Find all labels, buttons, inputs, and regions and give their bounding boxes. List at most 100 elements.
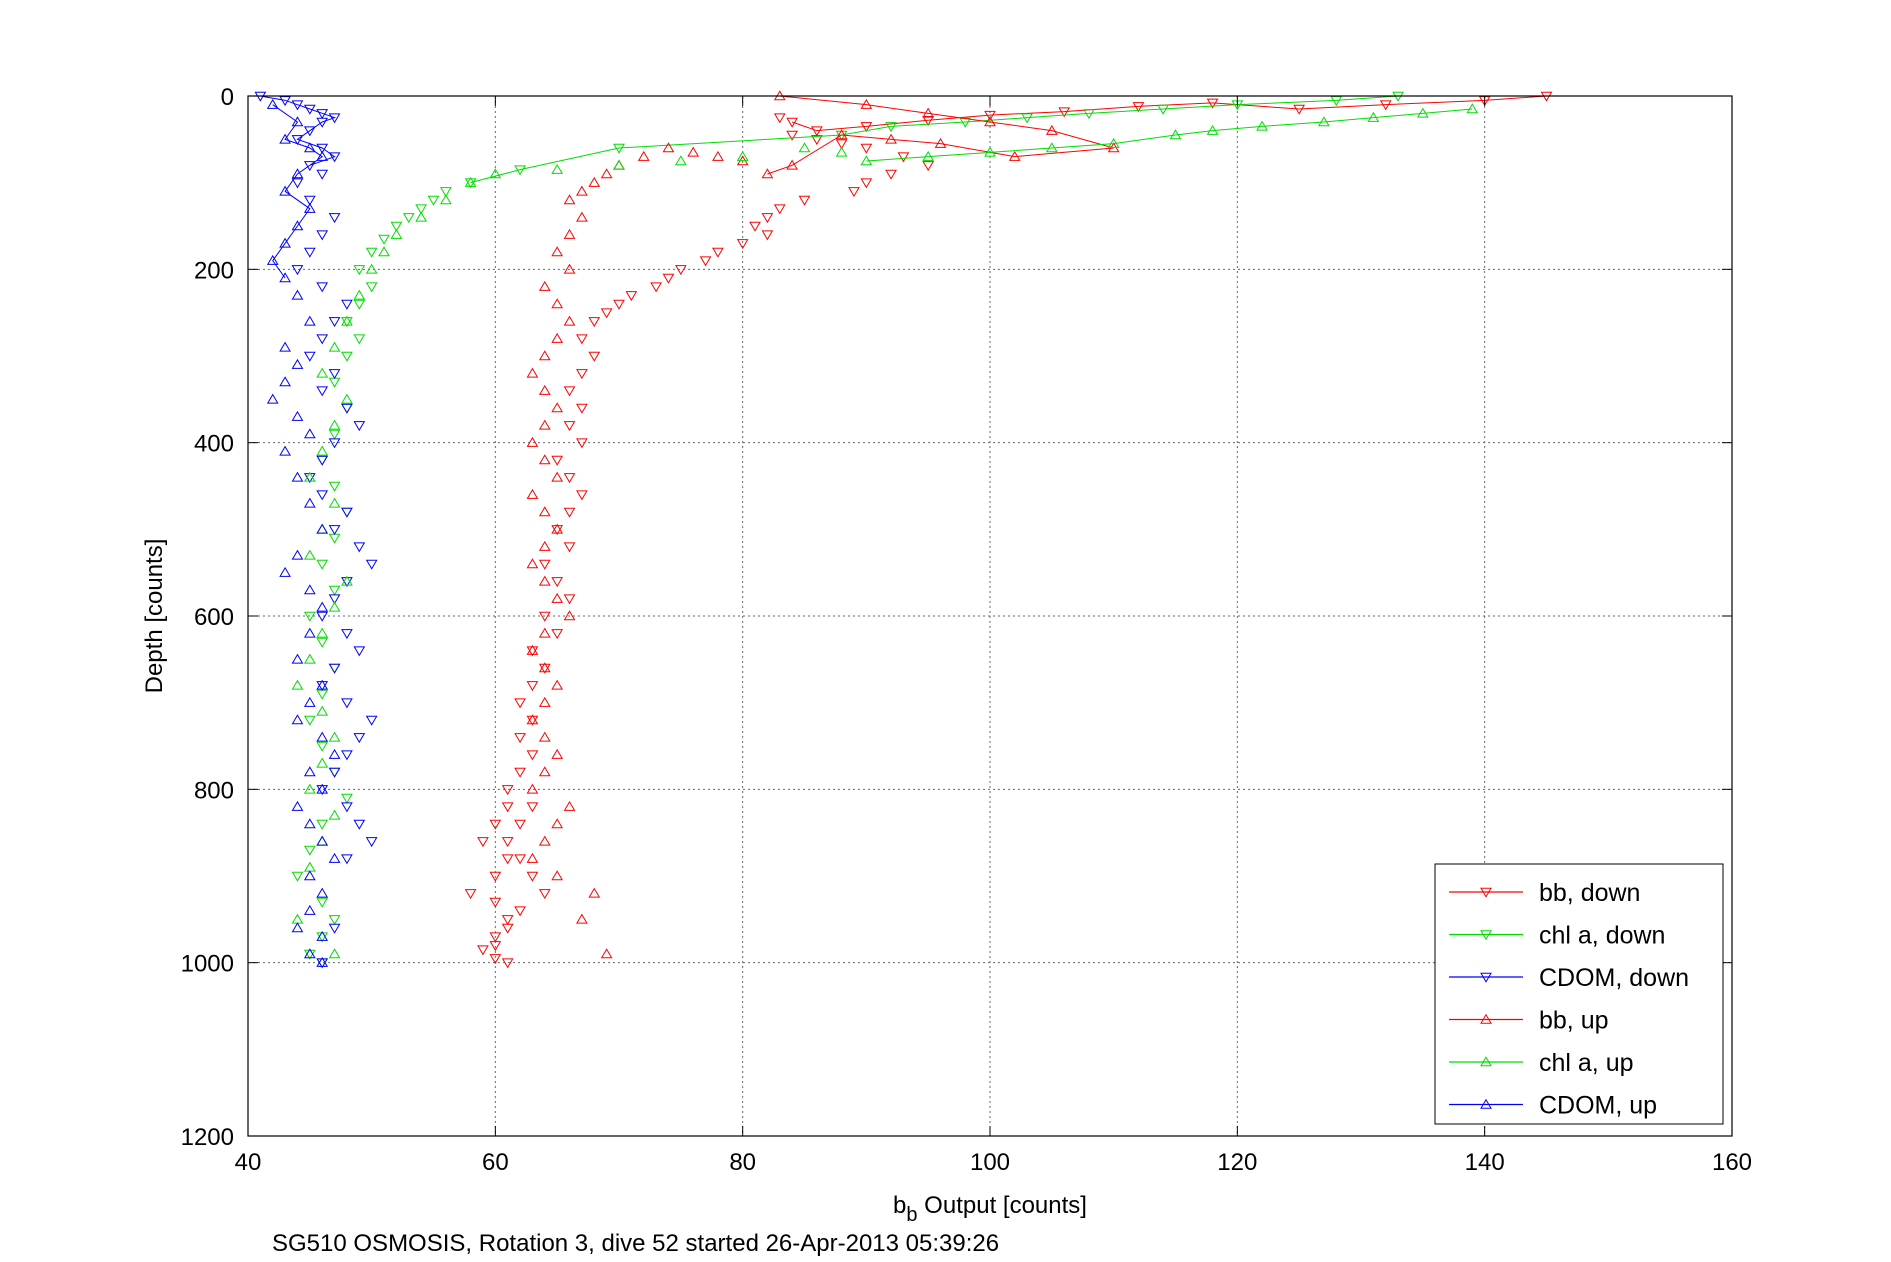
data-point	[316, 611, 329, 622]
data-point	[316, 386, 329, 397]
data-point	[341, 351, 353, 362]
figure-caption: SG510 OSMOSIS, Rotation 3, dive 52 start…	[272, 1230, 999, 1257]
data-point	[303, 247, 316, 258]
data-point	[810, 126, 823, 137]
data-point	[736, 239, 749, 250]
data-point	[538, 540, 551, 551]
data-point	[303, 126, 316, 137]
data-point	[365, 247, 378, 258]
data-point	[538, 384, 551, 395]
data-point	[501, 837, 514, 848]
data-point	[526, 802, 539, 813]
data-point	[563, 386, 576, 397]
legend-label: bb, down	[1539, 879, 1640, 907]
y-tick-label: 1000	[181, 951, 234, 978]
x-tick-label: 140	[1465, 1149, 1505, 1176]
data-point	[303, 627, 316, 638]
data-point	[279, 566, 291, 577]
data-point	[860, 155, 873, 166]
data-point	[328, 923, 341, 934]
data-point	[316, 143, 329, 154]
data-point	[563, 228, 576, 239]
data-point	[303, 104, 316, 115]
data-point	[1045, 142, 1058, 153]
data-point	[897, 152, 910, 163]
data-point	[291, 265, 304, 276]
data-point	[551, 298, 564, 309]
data-point	[316, 930, 329, 941]
data-point	[576, 334, 588, 345]
data-point	[712, 247, 724, 258]
data-point	[563, 473, 576, 484]
data-point	[551, 163, 564, 174]
x-axis-label: bb Output [counts]	[893, 1192, 1087, 1226]
data-point	[538, 835, 551, 846]
data-point	[588, 351, 601, 362]
data-point	[303, 653, 316, 664]
data-point	[1107, 137, 1120, 148]
legend-label: chl a, down	[1539, 922, 1665, 950]
legend-swatch-marker	[1480, 1098, 1492, 1109]
data-point	[637, 150, 650, 161]
data-point	[576, 913, 588, 924]
data-point	[538, 663, 551, 674]
x-tick-label: 100	[970, 1149, 1010, 1176]
legend: bb, down chl a, down CDOM, down bb, up chl a…	[1434, 863, 1724, 1125]
y-tick-label: 600	[194, 604, 234, 631]
data-point	[588, 317, 601, 328]
data-point	[316, 627, 329, 638]
data-point	[415, 204, 428, 215]
series-line	[470, 95, 1399, 184]
data-point	[341, 575, 353, 586]
data-point	[353, 733, 366, 744]
data-point	[353, 819, 366, 830]
data-point	[538, 419, 551, 430]
data-point	[551, 748, 564, 759]
data-point	[1058, 107, 1071, 118]
data-point	[464, 176, 477, 187]
data-point	[341, 317, 353, 328]
data-point	[1416, 107, 1429, 118]
data-point	[551, 523, 564, 534]
data-point	[489, 954, 502, 965]
data-point	[341, 854, 353, 865]
data-point	[551, 577, 564, 588]
data-point	[984, 146, 996, 157]
data-point	[588, 176, 601, 187]
data-point	[316, 334, 329, 345]
data-point	[303, 783, 316, 794]
data-point	[551, 818, 564, 829]
data-point	[328, 748, 341, 759]
data-point	[316, 835, 329, 846]
data-point	[291, 653, 304, 664]
series-layer	[254, 90, 1553, 969]
data-point	[365, 559, 378, 570]
data-point	[563, 594, 576, 605]
data-point	[551, 402, 564, 413]
data-point	[600, 308, 613, 319]
x-tick-label: 120	[1217, 1149, 1257, 1176]
data-point	[922, 116, 935, 127]
data-point	[328, 481, 341, 492]
data-point	[538, 766, 551, 777]
y-tick-label: 800	[194, 777, 234, 804]
data-point	[316, 455, 329, 466]
data-point	[291, 549, 304, 560]
data-point	[341, 393, 353, 404]
data-point	[365, 837, 378, 848]
data-point	[501, 785, 514, 796]
data-point	[514, 165, 526, 176]
data-point	[303, 584, 316, 595]
data-point	[526, 558, 539, 569]
data-point	[328, 497, 341, 508]
data-point	[316, 681, 329, 692]
data-point	[353, 299, 366, 310]
data-point	[477, 837, 489, 848]
y-tick-label: 0	[221, 84, 234, 111]
data-point	[551, 525, 564, 536]
data-point	[761, 168, 774, 179]
data-point	[1021, 113, 1033, 124]
data-point	[353, 289, 366, 300]
data-point	[291, 100, 304, 111]
